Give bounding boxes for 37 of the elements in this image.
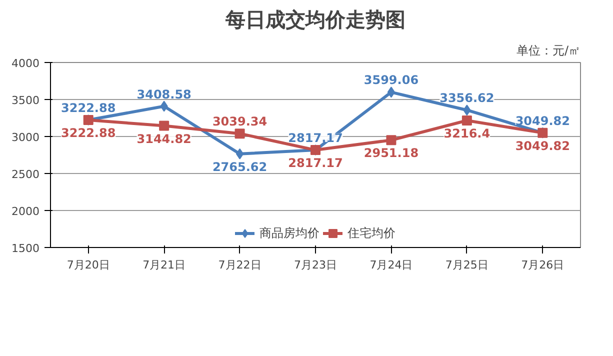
x-tick-label: 7月21日: [142, 258, 186, 272]
x-tick-label: 7月25日: [445, 258, 488, 272]
legend-label: 商品房均价: [260, 224, 320, 242]
x-tick-label: 7月22日: [218, 258, 262, 272]
point: [234, 128, 245, 139]
data-label: 2951.18: [364, 146, 419, 160]
y-tick-label: 2000: [12, 205, 40, 218]
y-tick-label: 3500: [12, 94, 40, 107]
data-label: 2817.17: [288, 156, 343, 170]
data-label: 2765.62: [212, 160, 268, 174]
data-label: 3408.58: [136, 87, 192, 102]
data-label: 3356.62: [440, 91, 494, 106]
data-label: 3216.4: [444, 126, 490, 140]
y-tick-label: 3000: [12, 131, 40, 144]
point: [159, 120, 170, 131]
data-label: 3222.88: [61, 126, 116, 140]
point: [462, 115, 472, 126]
data-label: 3049.82: [515, 138, 570, 153]
x-tick-label: 7月20日: [66, 258, 110, 272]
x-tick-label: 7月24日: [370, 258, 413, 272]
data-label: 3144.82: [136, 132, 192, 146]
y-tick-label: 2500: [12, 168, 40, 181]
x-tick-label: 7月23日: [294, 258, 337, 272]
point: [236, 148, 244, 160]
legend-label: 住宅均价: [348, 224, 396, 242]
data-label: 2817.17: [288, 131, 343, 146]
x-tick-label: 7月26日: [521, 258, 564, 272]
data-label: 3599.06: [364, 73, 419, 88]
text: 单位：元/㎡: [516, 44, 581, 58]
chart-title: 每日成交均价走势图: [224, 8, 406, 32]
y-tick-label: 4000: [12, 57, 40, 70]
y-tick-label: 1500: [12, 242, 40, 255]
data-label: 3039.34: [212, 114, 268, 129]
point: [386, 135, 396, 146]
data-label: 3222.88: [61, 101, 116, 116]
point: [387, 86, 396, 98]
data-label: 3049.82: [515, 114, 570, 128]
